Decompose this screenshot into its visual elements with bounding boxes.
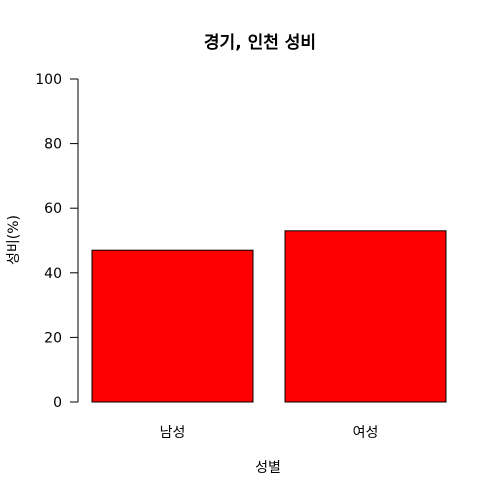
bar-1: [284, 230, 447, 403]
x-axis-label: 성별: [255, 460, 281, 476]
y-tick-label: 20: [44, 330, 62, 346]
y-tick-label: 100: [35, 72, 62, 88]
y-tick-label: 40: [44, 266, 62, 282]
x-category-label: 남성: [160, 425, 186, 441]
bar-0: [91, 249, 254, 403]
chart-title: 경기, 인천 성비: [204, 33, 316, 53]
x-axis-categories: 남성 여성: [160, 425, 379, 441]
x-category-label: 여성: [353, 425, 379, 441]
y-tick-label: 60: [44, 201, 62, 217]
y-axis-ticks: 0 20 40 60 80 100: [35, 72, 78, 411]
y-tick-label: 0: [53, 395, 62, 411]
y-tick-label: 80: [44, 137, 62, 153]
bar-series: [91, 230, 447, 403]
y-axis-label: 성비(%): [6, 215, 22, 265]
